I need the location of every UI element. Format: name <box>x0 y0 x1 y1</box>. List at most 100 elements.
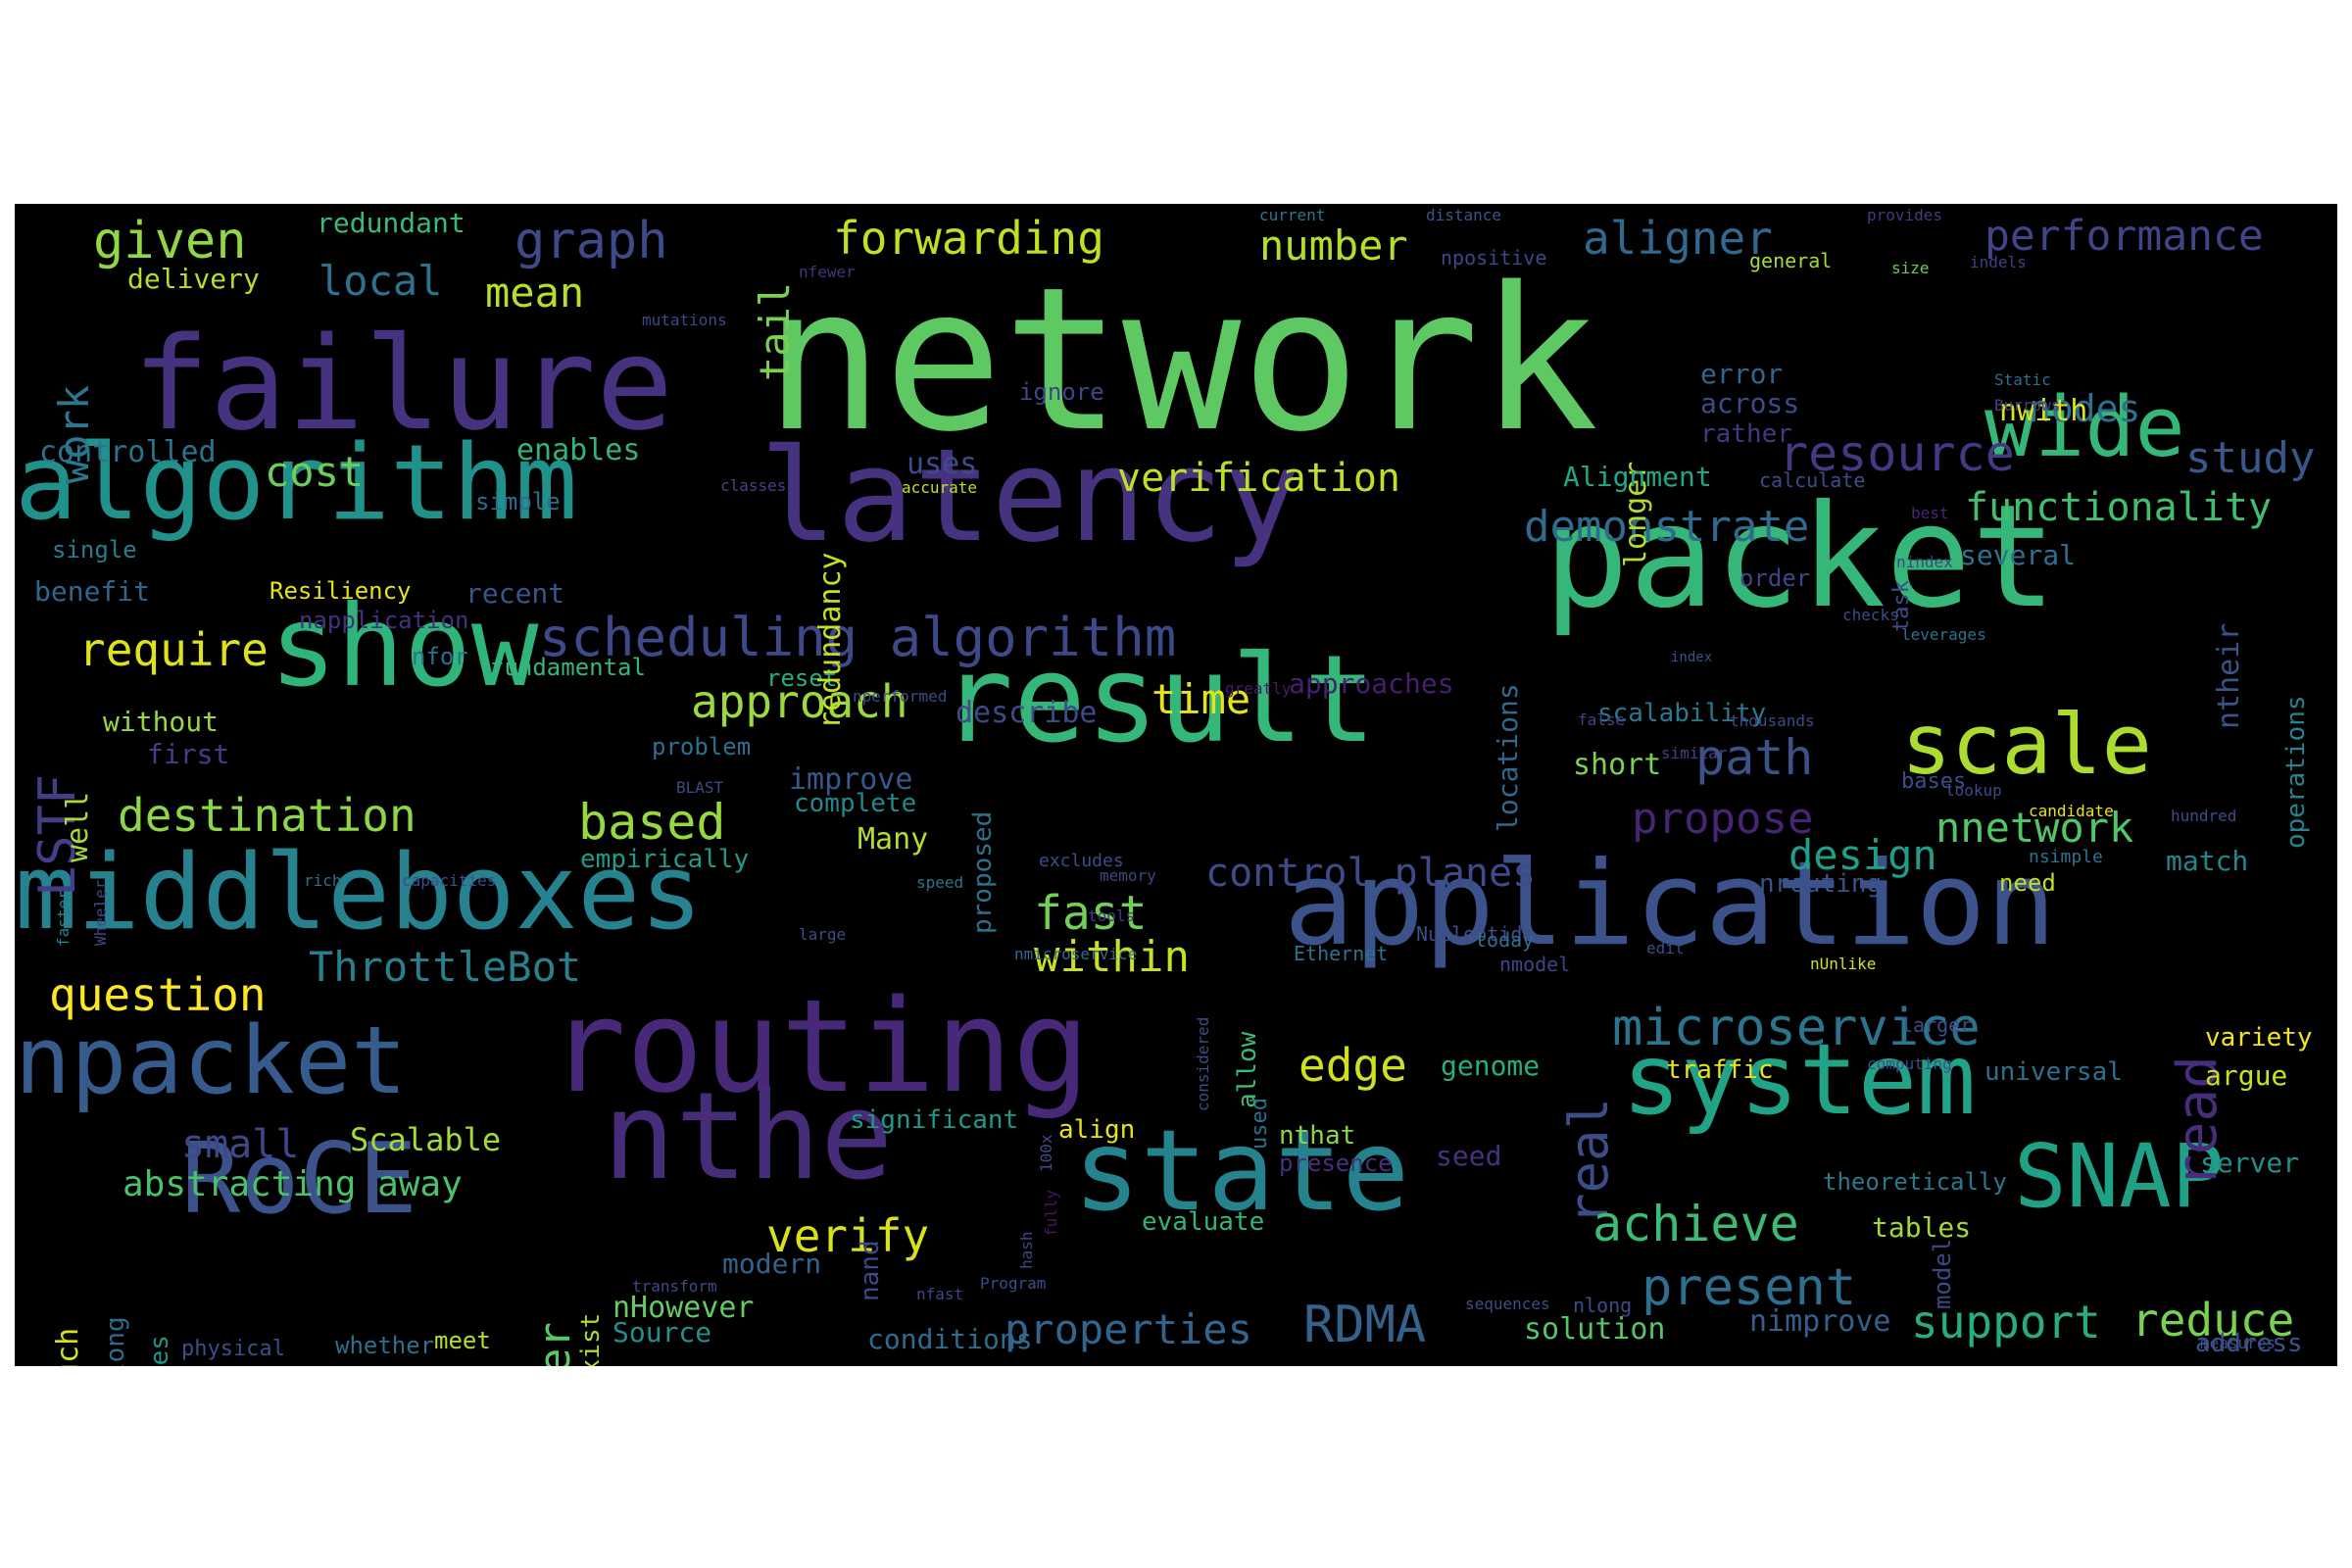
cloud-word: result <box>941 630 1377 770</box>
cloud-word: reduce <box>2132 1294 2295 1347</box>
cloud-word: algorithm <box>15 422 578 543</box>
cloud-word: microservice <box>1612 999 1981 1057</box>
cloud-word: edit <box>1646 939 1685 957</box>
cloud-word: mutations <box>642 311 727 329</box>
cloud-word: propose <box>1632 794 1814 844</box>
cloud-word: small <box>181 1122 300 1167</box>
cloud-word: require <box>78 623 269 676</box>
cloud-word: nfewer <box>799 263 856 281</box>
cloud-word: considered <box>1194 1016 1212 1111</box>
cloud-word: fast <box>1034 886 1148 941</box>
cloud-word: physical <box>181 1337 285 1361</box>
cloud-word: fundamental <box>490 654 646 681</box>
cloud-word: nnetwork <box>1936 804 2134 852</box>
cloud-word: tables <box>1872 1211 1972 1244</box>
cloud-word: verify <box>766 1209 930 1262</box>
cloud-word: nUnlike <box>1810 955 1877 973</box>
cloud-word: within <box>1034 932 1190 982</box>
cloud-word: well <box>61 791 95 862</box>
cloud-word: application <box>1284 837 2057 972</box>
cloud-word: provides <box>1867 206 1943 224</box>
cloud-word: argue <box>2205 1059 2288 1092</box>
cloud-word: match <box>2166 845 2249 877</box>
cloud-word: hash <box>1017 1231 1036 1269</box>
cloud-word: mean <box>485 269 585 317</box>
cloud-word: nand <box>856 1240 885 1301</box>
cloud-word: nodes <box>2029 387 2141 430</box>
cloud-word: measures <box>2200 1334 2277 1352</box>
cloud-word: nperformed <box>853 687 948 706</box>
cloud-word: hundred <box>2171 807 2237 825</box>
cloud-word: modern <box>722 1248 822 1280</box>
cloud-word: redundancy <box>813 552 848 729</box>
cloud-word: describe <box>956 696 1098 730</box>
cloud-word: nwith <box>1999 394 2088 428</box>
cloud-word: bases <box>1901 769 1967 794</box>
cloud-word: greatly <box>1225 679 1292 698</box>
cloud-word: scalability <box>1597 699 1767 728</box>
cloud-word: Ethernet <box>1294 942 1389 965</box>
cloud-word: header <box>530 1322 580 1366</box>
cloud-word: sequences <box>1465 1295 1550 1313</box>
cloud-word: best <box>1911 504 1949 522</box>
cloud-word: ThrottleBot <box>309 943 582 991</box>
cloud-word: ntheir <box>2212 622 2246 729</box>
cloud-word: align <box>1058 1115 1136 1145</box>
cloud-word: several <box>1960 539 2077 571</box>
cloud-word: graph <box>514 212 668 270</box>
cloud-word: nsimple <box>2029 847 2103 867</box>
cloud-word: napplication <box>299 607 469 634</box>
cloud-word: recent <box>466 577 565 610</box>
cloud-word: control planes <box>1205 851 1537 896</box>
cloud-word: nlong <box>1573 1294 1633 1317</box>
cloud-word: presence <box>1279 1150 1393 1177</box>
cloud-word: indels <box>1970 253 2027 271</box>
cloud-word: scale <box>1901 697 2152 794</box>
cloud-word: nthat <box>1279 1121 1356 1151</box>
cloud-word: abstracting away <box>122 1164 463 1204</box>
cloud-word: need <box>1999 869 2056 897</box>
cloud-word: false <box>1578 710 1626 729</box>
cloud-word: rich <box>304 871 342 890</box>
word-cloud: network failure packet algorithm latency resu… <box>15 204 2337 1366</box>
cloud-word: significant <box>850 1105 1019 1135</box>
cloud-word: variety <box>2205 1023 2313 1053</box>
cloud-word: destination <box>118 789 416 842</box>
cloud-word: achieve <box>1592 1196 1799 1252</box>
cloud-word: capacities <box>402 871 497 890</box>
cloud-word: fully <box>1042 1189 1060 1237</box>
cloud-word: controlled <box>39 435 217 469</box>
cloud-word: transform <box>632 1277 717 1296</box>
cloud-word: enables <box>516 433 641 467</box>
cloud-word: given <box>93 212 247 270</box>
cloud-word: RDMA <box>1303 1296 1427 1354</box>
cloud-word: memory <box>1100 866 1156 885</box>
cloud-word: middleboxes <box>15 832 703 953</box>
cloud-word: 100x <box>1037 1134 1055 1172</box>
cloud-word: calculate <box>1759 468 1866 492</box>
cloud-word: latency <box>760 420 1301 570</box>
cloud-word: short <box>1573 748 1662 782</box>
cloud-word: index <box>1671 650 1713 665</box>
cloud-word: performance <box>1984 212 2264 261</box>
cloud-word: problem <box>652 733 752 760</box>
cloud-word: slices <box>145 1335 174 1366</box>
cloud-word: nfor <box>412 643 468 670</box>
cloud-word: used <box>1248 1098 1272 1150</box>
cloud-word: complete <box>794 789 917 818</box>
cloud-word: current <box>1259 206 1326 224</box>
cloud-word: functionality <box>1965 485 2273 530</box>
cloud-word: approaches <box>1289 667 1454 700</box>
cloud-word: scheduling algorithm <box>539 607 1177 668</box>
cloud-word: npacket <box>15 1007 408 1115</box>
cloud-word: Resiliency <box>270 577 412 605</box>
cloud-word: delivery <box>127 263 260 295</box>
cloud-word: BLAST <box>676 778 724 797</box>
cloud-word: long <box>101 1316 130 1366</box>
cloud-word: size <box>1891 259 1930 277</box>
cloud-word: order <box>1740 564 1811 592</box>
cloud-word: evaluate <box>1142 1207 1265 1237</box>
cloud-word: Alignment <box>1563 461 1712 493</box>
cloud-word: demonstrate <box>1524 502 1810 552</box>
cloud-word: nmodel <box>1499 953 1571 976</box>
